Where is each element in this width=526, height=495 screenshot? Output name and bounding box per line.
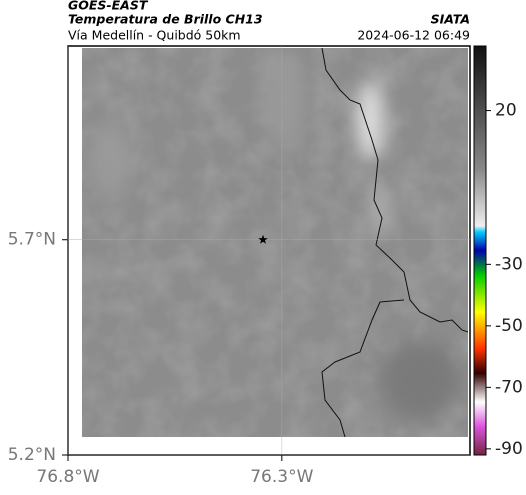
datetime: 2024-06-12 06:49	[357, 28, 470, 43]
route: Vía Medellín - Quibdó 50km	[68, 28, 241, 43]
colorbar-tick-label: -70	[495, 377, 523, 397]
subtitle: Temperatura de Brillo CH13	[68, 12, 263, 27]
colorbar-tick-label: -30	[495, 254, 523, 274]
colorbar	[473, 45, 487, 456]
title: GOES-EAST	[68, 0, 149, 13]
lat-tick-label: 5.7°N	[8, 230, 56, 250]
boundary	[321, 48, 468, 437]
satellite-image	[82, 48, 468, 437]
colorbar-tick-label: -90	[495, 439, 523, 459]
location-marker	[258, 234, 268, 244]
lon-tick-label: 76.3°W	[250, 467, 313, 487]
source: SIATA	[431, 12, 470, 27]
lon-tick-label: 76.8°W	[36, 467, 99, 487]
colorbar-tick-label: 20	[495, 101, 517, 121]
lat-tick-label: 5.2°N	[8, 445, 56, 465]
colorbar-tick-label: -50	[495, 316, 523, 336]
